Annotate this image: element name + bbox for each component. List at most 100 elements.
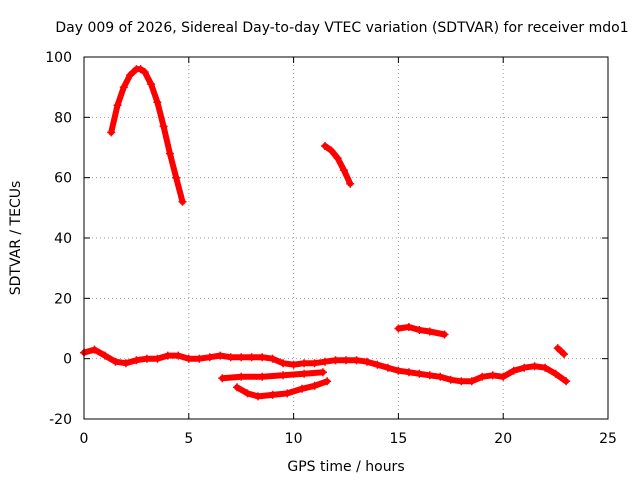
data-point	[258, 353, 267, 362]
data-point	[300, 359, 309, 368]
grid-lines	[84, 57, 608, 419]
data-point	[136, 65, 145, 74]
data-point	[321, 357, 329, 366]
y-tick-label: -20	[49, 412, 72, 428]
data-point	[488, 371, 497, 380]
y-tick-label: 40	[54, 231, 72, 247]
data-point	[541, 363, 550, 372]
y-tick-label: 0	[63, 352, 72, 368]
data-point	[258, 372, 267, 381]
data-point	[415, 369, 424, 378]
data-point	[142, 354, 151, 363]
data-point	[237, 353, 246, 362]
data-point	[440, 330, 449, 339]
data-point	[195, 354, 204, 363]
data-point	[383, 363, 392, 372]
data-point	[153, 354, 162, 363]
x-tick-label: 15	[389, 431, 407, 447]
data-point	[101, 351, 109, 360]
data-point	[268, 390, 277, 399]
data-point	[331, 356, 340, 365]
data-point	[333, 154, 342, 163]
data-point	[126, 71, 135, 80]
data-point	[178, 197, 187, 206]
data-point	[163, 351, 172, 360]
data-point	[121, 359, 130, 368]
data-point	[279, 371, 288, 380]
data-point	[323, 377, 332, 386]
data-point	[436, 372, 445, 381]
x-tick-label: 5	[184, 431, 193, 447]
data-point	[551, 369, 560, 378]
data-point	[165, 149, 174, 158]
y-tick-label: 60	[54, 171, 72, 187]
chart-title: Day 009 of 2026, Sidereal Day-to-day VTE…	[55, 20, 628, 36]
data-point	[415, 326, 424, 334]
data-point	[268, 354, 277, 363]
data-point	[520, 363, 529, 372]
data-point	[254, 392, 262, 401]
data-point	[233, 383, 241, 392]
data-point	[279, 359, 288, 368]
data-point	[310, 381, 319, 390]
data-point	[346, 179, 355, 188]
data-point	[184, 354, 193, 363]
data-point	[352, 356, 361, 365]
data-point	[404, 368, 413, 377]
data-point	[237, 372, 246, 381]
data-point	[467, 377, 476, 386]
data-point	[478, 372, 487, 381]
data-point	[310, 359, 319, 368]
data-point	[132, 356, 141, 365]
data-point	[562, 377, 571, 386]
data-point	[205, 353, 214, 362]
data-point	[446, 375, 455, 384]
y-axis-label: SDTVAR / TECUs	[8, 181, 24, 296]
axis-ticks: 0 5 10 15 20 25 -20 0 20 40 60 80 100	[45, 50, 617, 447]
data-point	[140, 68, 149, 77]
data-point	[560, 350, 568, 359]
x-tick-label: 10	[285, 431, 303, 447]
y-tick-label: 100	[45, 50, 72, 66]
x-tick-label: 20	[494, 431, 512, 447]
data-point	[174, 351, 183, 360]
data-point	[373, 360, 382, 369]
data-point	[159, 122, 168, 131]
y-tick-label: 80	[54, 110, 72, 126]
data-point	[289, 360, 298, 369]
data-point	[111, 357, 120, 366]
data-point	[243, 389, 252, 398]
data-point	[216, 351, 225, 360]
data-point	[553, 344, 562, 353]
data-point	[327, 146, 336, 155]
data-point	[298, 384, 306, 393]
data-point	[499, 372, 508, 381]
x-tick-label: 25	[599, 431, 617, 447]
data-point	[147, 80, 156, 89]
data-point	[172, 173, 181, 182]
data-point	[226, 353, 235, 362]
data-point	[247, 353, 256, 362]
data-point	[119, 83, 128, 92]
data-point	[425, 371, 434, 380]
data-point	[283, 389, 292, 398]
data-series	[80, 65, 571, 401]
data-point	[530, 362, 539, 371]
y-tick-label: 20	[54, 291, 72, 307]
data-point	[509, 366, 518, 375]
data-point	[404, 323, 413, 331]
data-point	[425, 327, 434, 336]
data-point	[153, 98, 162, 107]
data-point	[457, 377, 466, 386]
data-point	[300, 369, 309, 378]
series-short-23	[554, 345, 567, 358]
data-point	[218, 374, 227, 383]
data-point	[318, 368, 327, 377]
data-point	[90, 345, 99, 354]
x-tick-label: 0	[80, 431, 89, 447]
data-point	[394, 366, 403, 375]
data-point	[363, 357, 371, 366]
data-point	[321, 142, 329, 150]
